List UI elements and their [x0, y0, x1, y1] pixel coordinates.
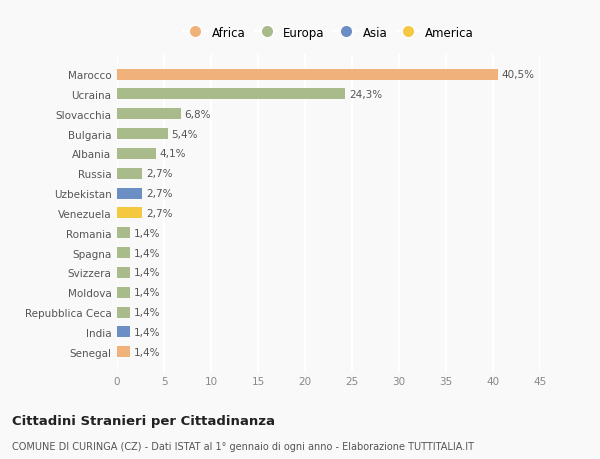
Text: 1,4%: 1,4% [134, 327, 160, 337]
Text: 2,7%: 2,7% [146, 208, 173, 218]
Text: 4,1%: 4,1% [160, 149, 186, 159]
Bar [117, 327, 130, 338]
Text: 5,4%: 5,4% [172, 129, 198, 139]
Text: 1,4%: 1,4% [134, 308, 160, 317]
Legend: Africa, Europa, Asia, America: Africa, Europa, Asia, America [180, 23, 477, 43]
Text: 1,4%: 1,4% [134, 347, 160, 357]
Bar [117, 129, 168, 140]
Text: 1,4%: 1,4% [134, 248, 160, 258]
Bar [117, 208, 142, 219]
Bar [117, 149, 155, 160]
Text: 24,3%: 24,3% [349, 90, 382, 100]
Bar [117, 168, 142, 179]
Text: 6,8%: 6,8% [185, 110, 211, 119]
Bar [117, 69, 498, 80]
Text: 40,5%: 40,5% [502, 70, 535, 80]
Bar [117, 188, 142, 199]
Bar [117, 247, 130, 258]
Text: 1,4%: 1,4% [134, 268, 160, 278]
Text: COMUNE DI CURINGA (CZ) - Dati ISTAT al 1° gennaio di ogni anno - Elaborazione TU: COMUNE DI CURINGA (CZ) - Dati ISTAT al 1… [12, 441, 474, 451]
Bar [117, 347, 130, 358]
Text: 2,7%: 2,7% [146, 189, 173, 199]
Text: 2,7%: 2,7% [146, 169, 173, 179]
Text: 1,4%: 1,4% [134, 288, 160, 297]
Text: 1,4%: 1,4% [134, 228, 160, 238]
Bar [117, 89, 346, 100]
Bar [117, 228, 130, 239]
Bar [117, 307, 130, 318]
Bar [117, 287, 130, 298]
Text: Cittadini Stranieri per Cittadinanza: Cittadini Stranieri per Cittadinanza [12, 414, 275, 428]
Bar [117, 109, 181, 120]
Bar [117, 267, 130, 278]
